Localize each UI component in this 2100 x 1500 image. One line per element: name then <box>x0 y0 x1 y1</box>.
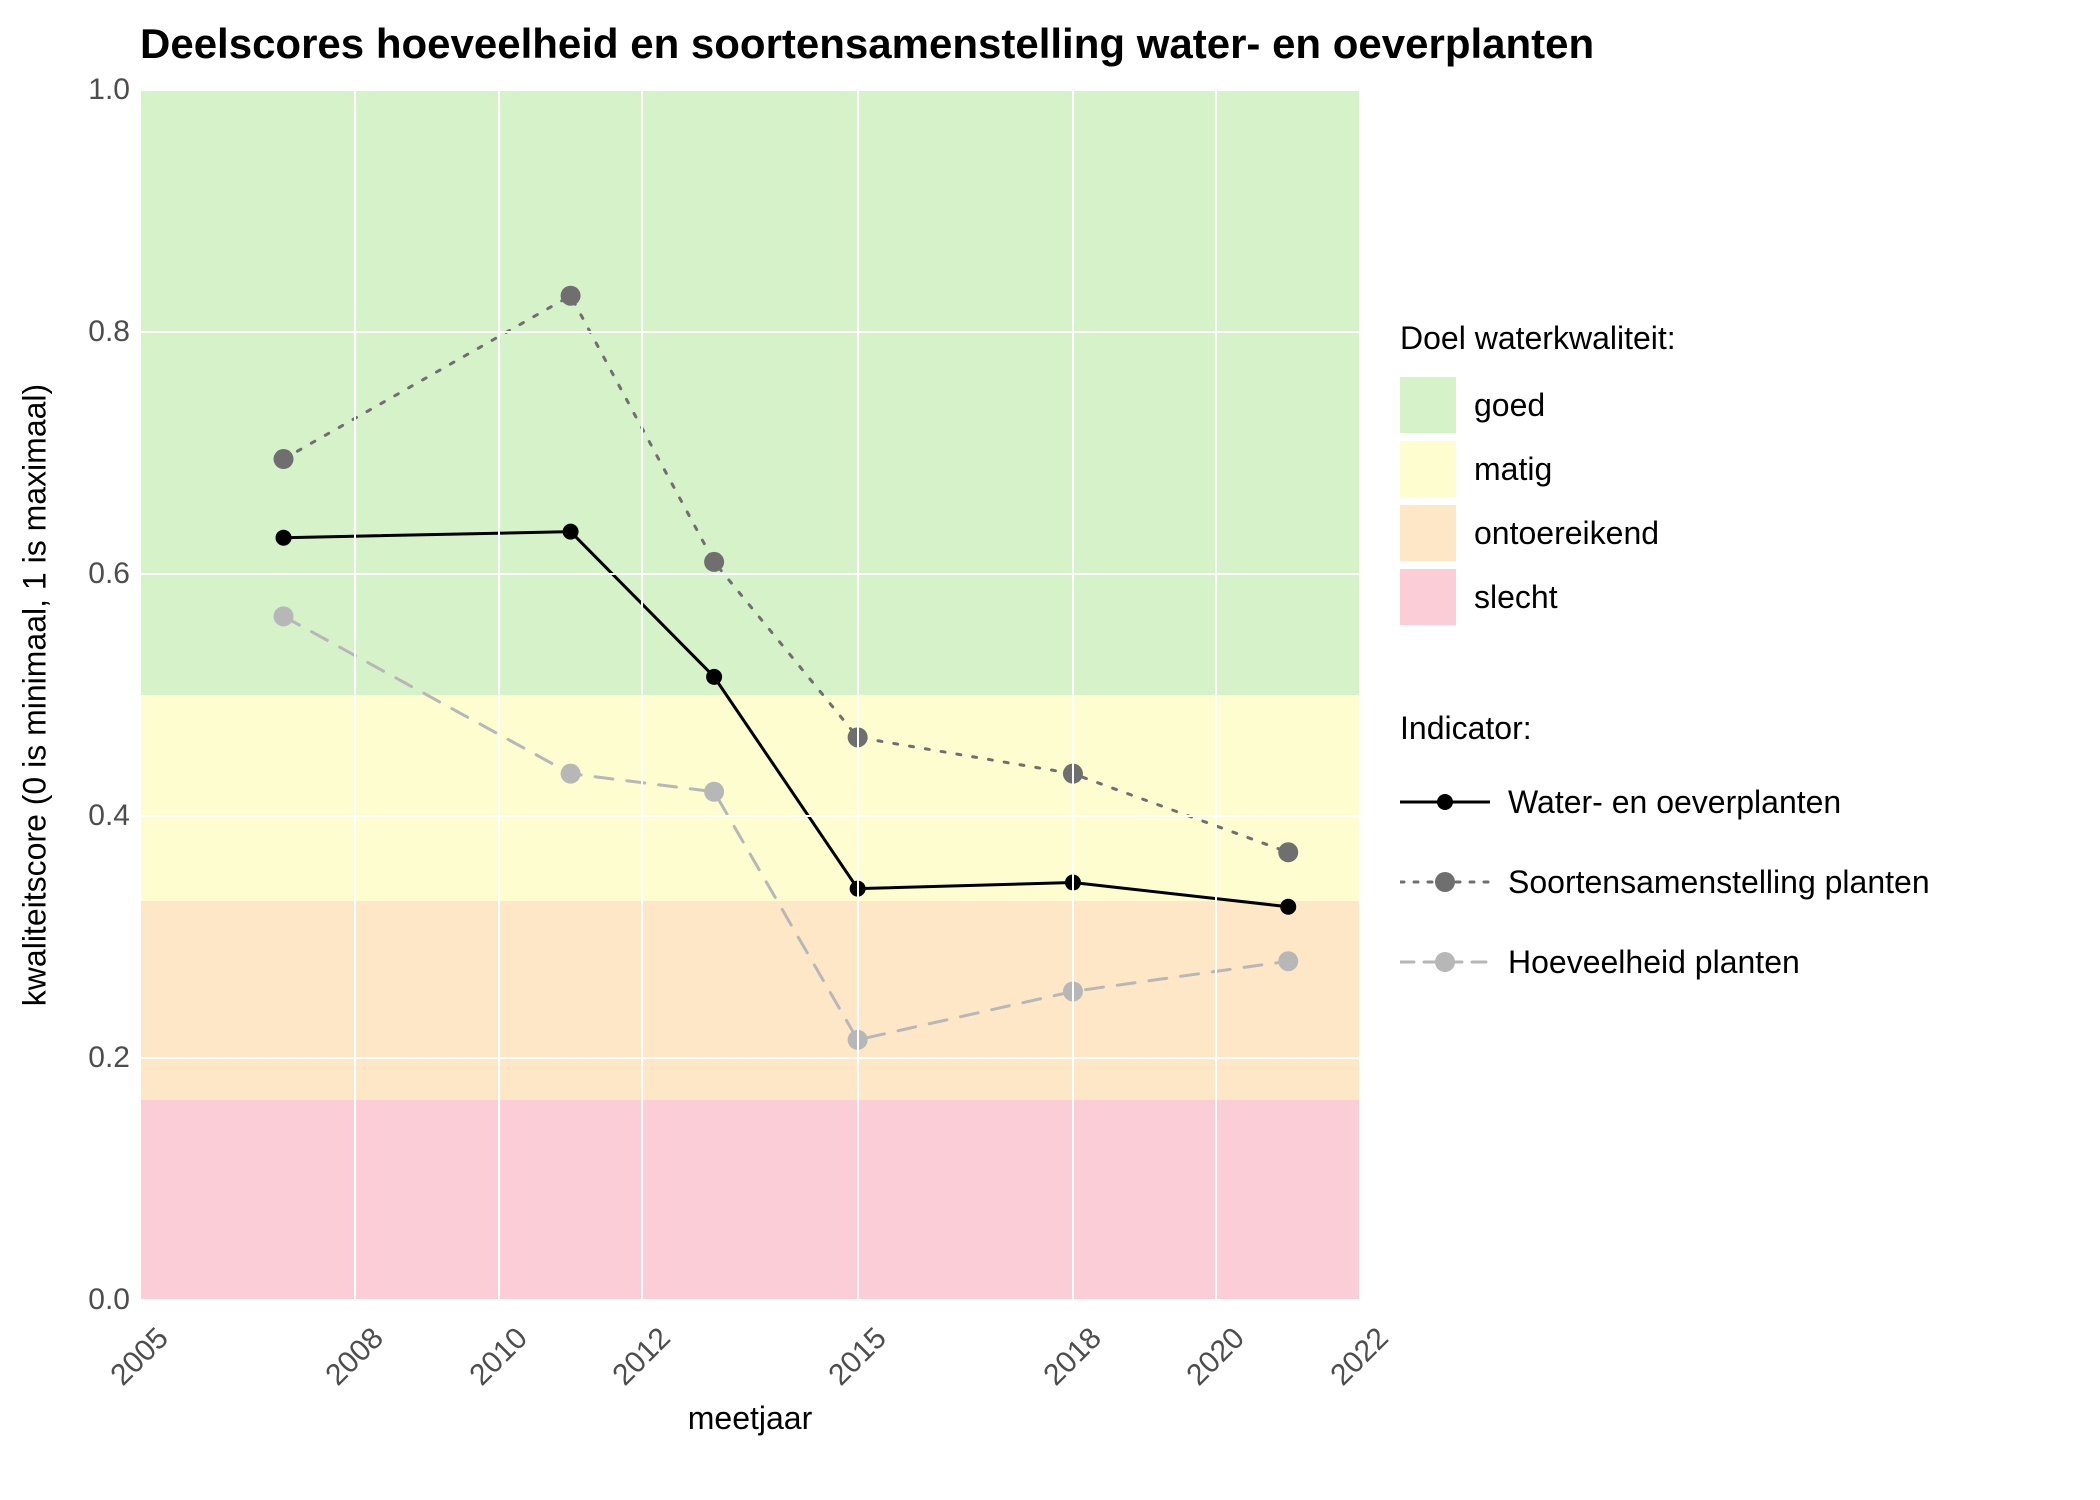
legend-swatch <box>1400 377 1456 433</box>
legend-label: ontoereikend <box>1474 515 1659 552</box>
legend-bands-title: Doel waterkwaliteit: <box>1400 320 1676 357</box>
gridline-v <box>1215 90 1217 1300</box>
gridline-h <box>140 1057 1360 1059</box>
y-tick-label: 0.2 <box>30 1041 130 1075</box>
gridline-h <box>140 89 1360 91</box>
legend-indicators: Indicator: Water- en oeverplanten Soorten… <box>1400 710 1930 1007</box>
x-tick-label: 2010 <box>463 1321 534 1392</box>
x-tick-label: 2022 <box>1324 1321 1395 1392</box>
series-line-hoeveelheid <box>284 616 1289 1040</box>
y-axis-label: kwaliteitscore (0 is minimaal, 1 is maxi… <box>17 384 54 1006</box>
series-marker-hoeveelheid <box>704 782 724 802</box>
gridline-h <box>140 331 1360 333</box>
series-marker-soorten <box>274 449 294 469</box>
series-marker-soorten <box>1278 842 1298 862</box>
gridline-h <box>140 573 1360 575</box>
series-line-water_oever <box>284 532 1289 907</box>
y-tick-label: 0.6 <box>30 557 130 591</box>
legend-band-item: ontoereikend <box>1400 505 1676 561</box>
legend-series-item: Soortensamenstelling planten <box>1400 847 1930 917</box>
gridline-v <box>354 90 356 1300</box>
legend-label: matig <box>1474 451 1552 488</box>
x-tick-label: 2018 <box>1037 1321 1108 1392</box>
legend-quality-bands: Doel waterkwaliteit: goed matig ontoereike… <box>1400 320 1676 633</box>
series-marker-water_oever <box>276 530 292 546</box>
legend-series-label: Water- en oeverplanten <box>1508 784 1841 821</box>
series-marker-soorten <box>561 286 581 306</box>
y-tick-label: 1.0 <box>30 73 130 107</box>
legend-band-item: matig <box>1400 441 1676 497</box>
legend-series-symbol <box>1400 942 1490 982</box>
chart-container: Deelscores hoeveelheid en soortensamenst… <box>0 0 2100 1500</box>
x-tick-label: 2005 <box>104 1321 175 1392</box>
legend-series-label: Soortensamenstelling planten <box>1508 864 1930 901</box>
series-layer <box>140 90 1360 1300</box>
chart-title: Deelscores hoeveelheid en soortensamenst… <box>140 20 1594 68</box>
x-tick-label: 2012 <box>607 1321 678 1392</box>
legend-series-symbol <box>1400 862 1490 902</box>
x-tick-label: 2020 <box>1181 1321 1252 1392</box>
x-tick-label: 2015 <box>822 1321 893 1392</box>
legend-series-title: Indicator: <box>1400 710 1930 747</box>
legend-band-item: goed <box>1400 377 1676 433</box>
gridline-h <box>140 1299 1360 1301</box>
y-tick-label: 0.8 <box>30 315 130 349</box>
legend-swatch <box>1400 505 1456 561</box>
series-marker-water_oever <box>706 669 722 685</box>
legend-label: slecht <box>1474 579 1558 616</box>
series-marker-soorten <box>704 552 724 572</box>
x-axis-label: meetjaar <box>688 1400 813 1437</box>
legend-series-item: Hoeveelheid planten <box>1400 927 1930 997</box>
x-tick-label: 2008 <box>320 1321 391 1392</box>
y-tick-label: 0.4 <box>30 799 130 833</box>
gridline-v <box>1072 90 1074 1300</box>
plot-area <box>140 90 1360 1300</box>
legend-label: goed <box>1474 387 1545 424</box>
legend-series-item: Water- en oeverplanten <box>1400 767 1930 837</box>
gridline-h <box>140 815 1360 817</box>
y-tick-label: 0.0 <box>30 1283 130 1317</box>
legend-series-label: Hoeveelheid planten <box>1508 944 1800 981</box>
gridline-v <box>857 90 859 1300</box>
series-marker-hoeveelheid <box>274 606 294 626</box>
series-marker-water_oever <box>563 524 579 540</box>
legend-band-item: slecht <box>1400 569 1676 625</box>
series-marker-water_oever <box>1280 899 1296 915</box>
legend-swatch <box>1400 441 1456 497</box>
series-marker-hoeveelheid <box>561 764 581 784</box>
gridline-v <box>139 90 141 1300</box>
legend-swatch <box>1400 569 1456 625</box>
gridline-v <box>498 90 500 1300</box>
gridline-v <box>641 90 643 1300</box>
legend-series-symbol <box>1400 782 1490 822</box>
gridline-v <box>1359 90 1361 1300</box>
series-marker-hoeveelheid <box>1278 951 1298 971</box>
